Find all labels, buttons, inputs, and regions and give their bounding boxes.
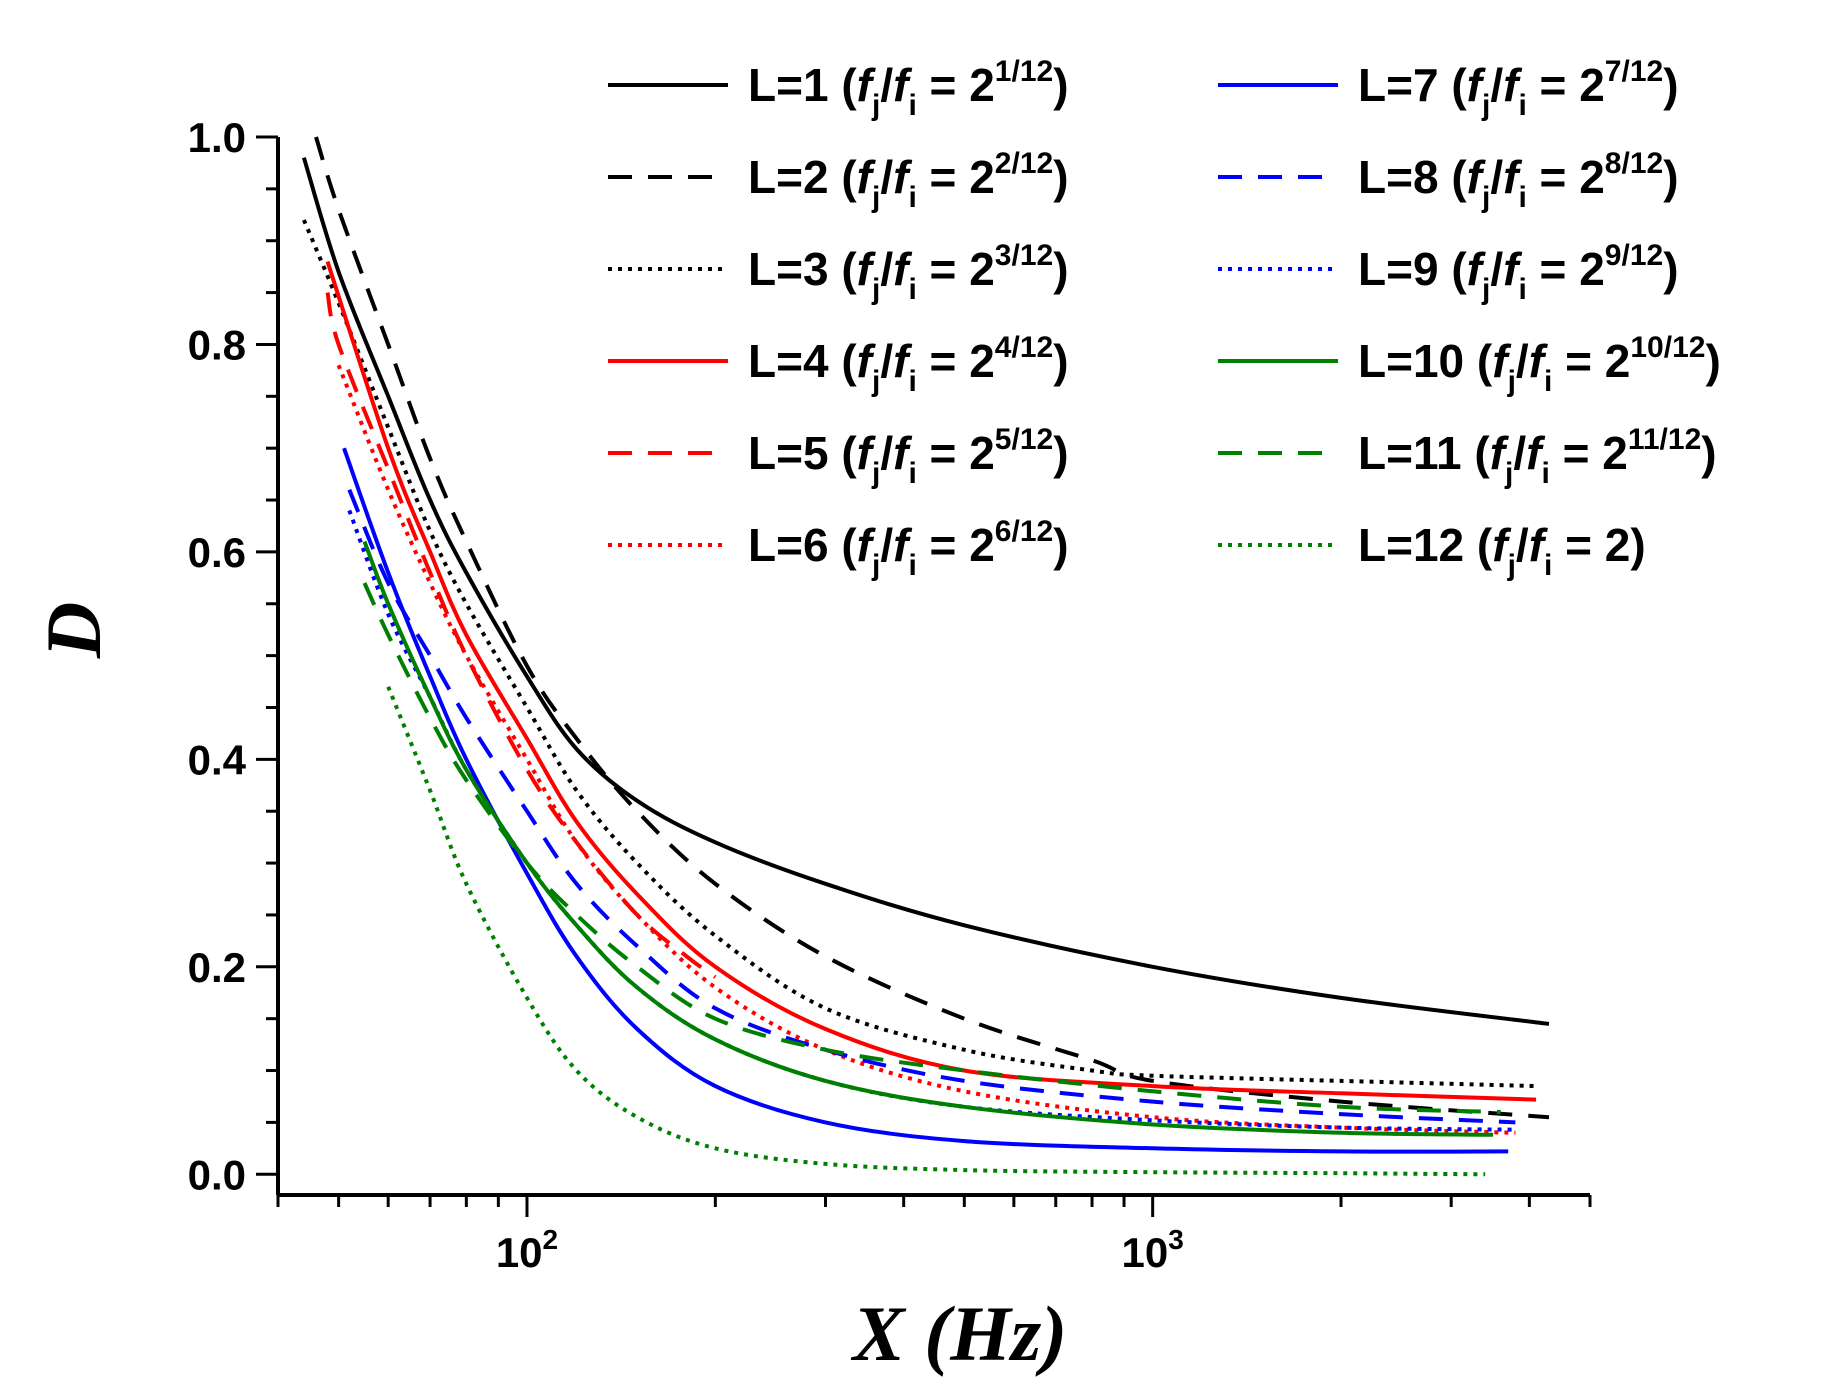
- legend-label: L=9 (fj/fi = 29/12): [1358, 239, 1679, 306]
- series-layer: [301, 136, 1550, 1177]
- x-tick-label: 103: [1122, 1224, 1184, 1276]
- legend-label: L=1 (fj/fi = 21/12): [748, 55, 1069, 122]
- legend-label: L=2 (fj/fi = 22/12): [748, 147, 1069, 214]
- x-axis-title: X (Hz): [851, 1290, 1068, 1377]
- legend-label: L=3 (fj/fi = 23/12): [748, 239, 1069, 306]
- legend-item-l4: L=4 (fj/fi = 24/12): [608, 331, 1069, 398]
- legend-label: L=4 (fj/fi = 24/12): [748, 331, 1069, 398]
- y-tick-label: 0.6: [188, 529, 246, 576]
- axes-layer: 0.0 0.2 0.4 0.6 0.8 1.0 102 103: [188, 114, 1592, 1276]
- series-line-l5: [325, 292, 717, 979]
- y-axis-title: D: [30, 602, 117, 659]
- legend-item-l1: L=1 (fj/fi = 21/12): [608, 55, 1069, 122]
- legend-item-l12: L=12 (fj/fi = 2): [1218, 519, 1646, 582]
- y-tick-label: 0.0: [188, 1151, 246, 1198]
- legend-label: L=7 (fj/fi = 27/12): [1358, 55, 1679, 122]
- series-line-l2: [314, 136, 1550, 1120]
- legend-item-l10: L=10 (fj/fi = 210/12): [1218, 331, 1721, 398]
- x-tick-label: 102: [496, 1224, 558, 1276]
- legend-item-l8: L=8 (fj/fi = 28/12): [1218, 147, 1679, 214]
- series-line-l3: [302, 219, 1537, 1089]
- series-line-l7: [342, 447, 1509, 1154]
- legend-layer: L=1 (fj/fi = 21/12) L=2 (fj/fi = 22/12) L=…: [608, 55, 1721, 582]
- legend-item-l3: L=3 (fj/fi = 23/12): [608, 239, 1069, 306]
- y-tick-label: 1.0: [188, 114, 246, 161]
- legend-label: L=12 (fj/fi = 2): [1358, 519, 1646, 582]
- legend-item-l9: L=9 (fj/fi = 29/12): [1218, 239, 1679, 306]
- series-line-l10: [362, 540, 1494, 1137]
- series-line-l8: [347, 488, 1516, 1125]
- series-line-l9: [347, 509, 1516, 1132]
- legend-label: L=11 (fj/fi = 211/12): [1358, 423, 1717, 490]
- y-tick-label: 0.2: [188, 944, 246, 991]
- legend-item-l11: L=11 (fj/fi = 211/12): [1218, 423, 1717, 490]
- series-line-l12: [386, 685, 1486, 1177]
- legend-item-l7: L=7 (fj/fi = 27/12): [1218, 55, 1679, 122]
- legend-item-l6: L=6 (fj/fi = 26/12): [608, 515, 1069, 582]
- y-tick-label: 0.8: [188, 321, 246, 368]
- series-line-l4: [325, 260, 1537, 1102]
- legend-label: L=5 (fj/fi = 25/12): [748, 423, 1069, 490]
- y-tick-label: 0.4: [188, 736, 247, 783]
- legend-item-l2: L=2 (fj/fi = 22/12): [608, 147, 1069, 214]
- legend-label: L=6 (fj/fi = 26/12): [748, 515, 1069, 582]
- legend-label: L=10 (fj/fi = 210/12): [1358, 331, 1721, 398]
- series-line-l1: [301, 157, 1550, 1026]
- legend-label: L=8 (fj/fi = 28/12): [1358, 147, 1679, 214]
- legend-item-l5: L=5 (fj/fi = 25/12): [608, 423, 1069, 490]
- series-line-l11: [362, 582, 1501, 1114]
